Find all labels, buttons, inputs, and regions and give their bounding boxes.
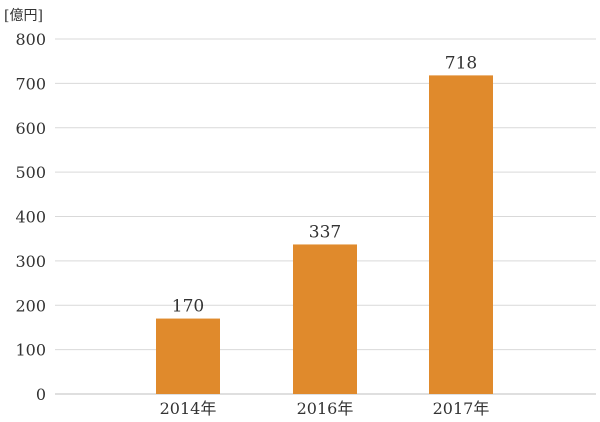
y-tick-label: 300	[15, 252, 46, 271]
bar-value-label: 718	[445, 53, 477, 73]
x-axis-ticks: 2014年 2016年 2017年	[160, 399, 490, 418]
y-axis-unit-label: [億円]	[4, 8, 43, 24]
y-tick-label: 400	[15, 208, 46, 227]
y-tick-label: 700	[15, 74, 46, 93]
x-tick-label: 2017年	[433, 399, 490, 418]
x-tick-label: 2014年	[160, 399, 217, 418]
y-tick-label: 100	[15, 341, 46, 360]
data-labels: 170 337 718	[172, 53, 477, 316]
y-axis-ticks: 0 100 200 300 400 500 600 700 800	[15, 30, 46, 404]
y-tick-label: 600	[15, 119, 46, 138]
y-tick-label: 0	[36, 385, 46, 404]
bar-value-label: 337	[309, 222, 341, 242]
bar-value-label: 170	[172, 297, 204, 317]
y-tick-label: 200	[15, 296, 46, 315]
y-tick-label: 800	[15, 30, 46, 49]
bar	[429, 75, 493, 394]
bar	[156, 318, 220, 394]
bars	[156, 75, 493, 394]
x-tick-label: 2016年	[297, 399, 354, 418]
bar	[293, 244, 357, 394]
y-tick-label: 500	[15, 163, 46, 182]
gridlines	[55, 38, 596, 395]
